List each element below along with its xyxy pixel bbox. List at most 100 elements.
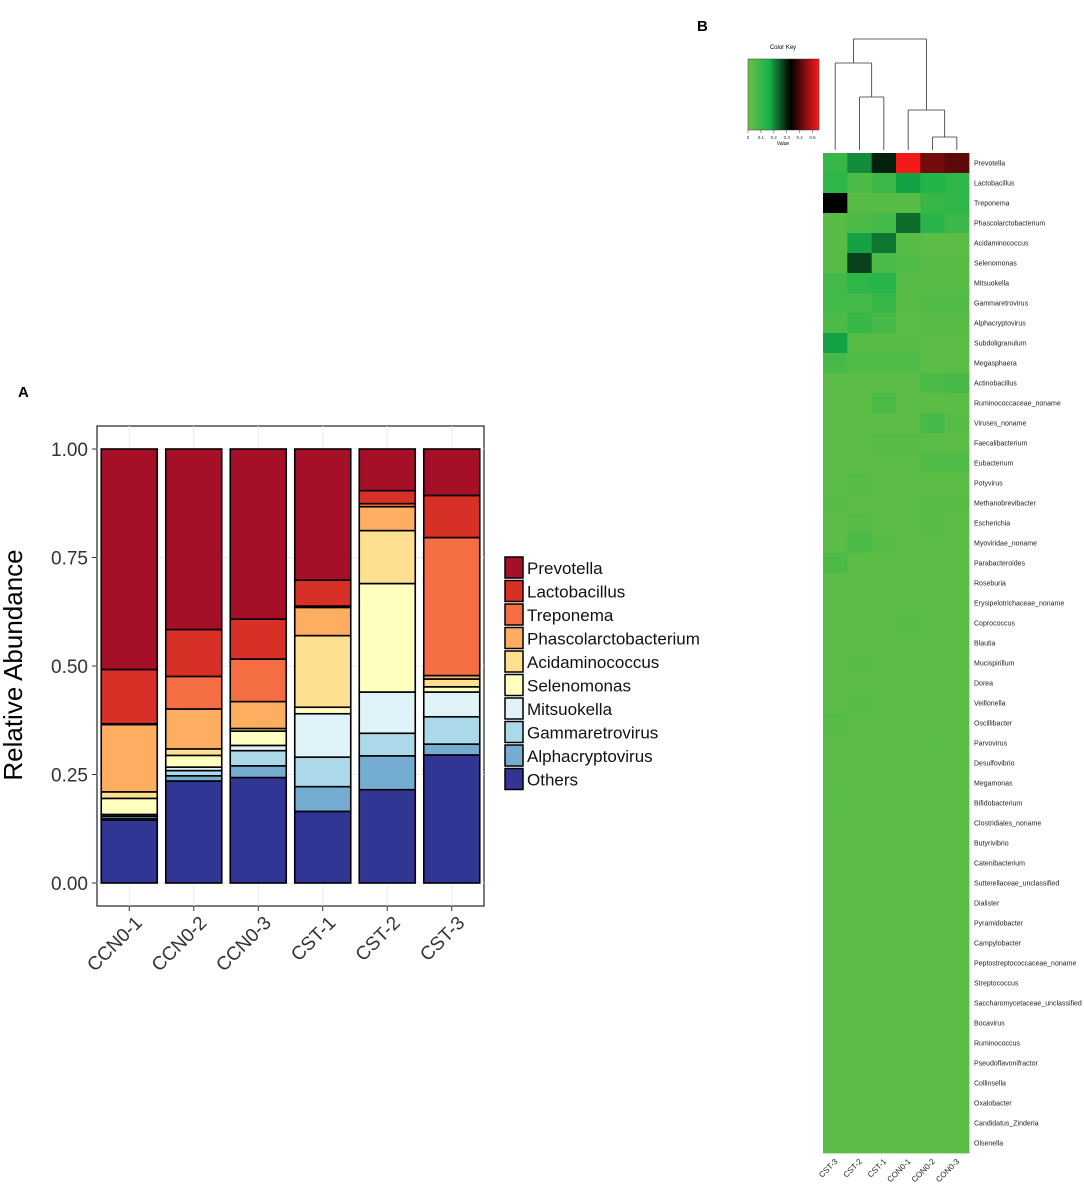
heatmap-cell	[847, 853, 873, 874]
heatmap-cell	[944, 853, 970, 874]
legend-key-mitsuokella	[504, 697, 524, 720]
heatmap-cell	[896, 733, 921, 754]
heatmap-cell	[847, 513, 873, 534]
heatmap-cell	[871, 733, 897, 754]
heatmap-cell	[944, 333, 970, 354]
bar-segment-lactobacillus	[100, 668, 159, 725]
heatmap-cell	[823, 473, 848, 494]
heatmap-cell	[847, 1073, 873, 1094]
heatmap-cell	[871, 273, 897, 294]
heatmap-cell	[823, 213, 848, 234]
heatmap-cell	[944, 893, 970, 914]
y-tick-label: 0.00	[51, 874, 88, 895]
y-tick-label: 0.25	[51, 766, 88, 787]
heatmap-cell	[944, 153, 970, 174]
heatmap-cell	[944, 273, 970, 294]
row-label: Olsenella	[974, 1141, 1003, 1148]
heatmap-cell	[871, 373, 897, 394]
row-label: Potyvirus	[974, 481, 1003, 488]
panel-b-heatmap: B Color Key 0 0.1 0.2 0.3 0.4 0.5 Value Prevo…	[697, 18, 1082, 1184]
heatmap-cell	[896, 413, 921, 434]
heatmap-cell	[944, 233, 970, 254]
heatmap-cell	[823, 433, 848, 454]
bar-segment-lactobacillus	[229, 618, 288, 660]
bar-segment-others	[100, 819, 159, 884]
legend-key-prevotella	[504, 556, 524, 579]
heatmap-cell	[871, 313, 897, 334]
row-label: Parvovirus	[974, 741, 1008, 748]
heatmap-cell	[896, 173, 921, 194]
heatmap-cell	[871, 893, 897, 914]
row-label: Desulfovibrio	[974, 761, 1015, 768]
heatmap-cell	[944, 673, 970, 694]
heatmap-cell	[823, 1093, 848, 1114]
heatmap-cell	[896, 853, 921, 874]
row-label: Myoviridae_noname	[974, 541, 1037, 548]
heatmap-cell	[847, 453, 873, 474]
heatmap-cell	[847, 713, 873, 734]
heatmap-cell	[896, 373, 921, 394]
bar-segment-gammaretrovirus	[293, 756, 352, 788]
heatmap-cell	[920, 1093, 946, 1114]
heatmap-cell	[944, 573, 970, 594]
heatmap-cell	[944, 1033, 970, 1054]
bar-segment-lactobacillus	[358, 489, 417, 505]
heatmap-cell	[823, 513, 848, 534]
heatmap-cell	[944, 653, 970, 674]
heatmap-cell	[871, 493, 897, 514]
heatmap-cell	[896, 693, 921, 714]
legend: Prevotella Lactobacillus Treponema Phascola…	[504, 556, 700, 791]
heatmap-cell	[823, 553, 848, 574]
heatmap-cell	[944, 213, 970, 234]
heatmap-cell	[896, 1113, 921, 1134]
heatmap-cell	[823, 1133, 848, 1154]
heatmap-cell	[847, 673, 873, 694]
bar-segment-prevotella	[422, 448, 481, 497]
bar-segment-acidaminococcus	[100, 791, 159, 800]
legend-label: Mitsuokella	[527, 700, 613, 719]
heatmap-cell	[847, 873, 873, 894]
heatmap-cell	[896, 153, 921, 174]
heatmap-cell	[920, 233, 946, 254]
legend-key-alphacryptovirus	[504, 744, 524, 767]
heatmap-cell	[896, 653, 921, 674]
heatmap-cell	[920, 173, 946, 194]
heatmap-cell	[944, 693, 970, 714]
bar-segment-others	[293, 810, 352, 884]
row-label: Bifidobacterium	[974, 801, 1022, 808]
heatmap-cell	[847, 1133, 873, 1154]
bar-segment-prevotella	[293, 448, 352, 581]
heatmap-cell	[896, 713, 921, 734]
heatmap-cell	[871, 873, 897, 894]
bar-segment-mitsuokella	[293, 712, 352, 758]
legend-label: Others	[527, 771, 578, 790]
heatmap-cell	[871, 1133, 897, 1154]
heatmap-cell	[847, 913, 873, 934]
heatmap-cell	[823, 453, 848, 474]
heatmap-cell	[823, 173, 848, 194]
heatmap-cell	[847, 393, 873, 414]
heatmap-cell	[871, 1073, 897, 1094]
row-label: Clostridiales_noname	[974, 821, 1041, 828]
heatmap-cell	[920, 373, 946, 394]
heatmap-cell	[944, 793, 970, 814]
row-label: Sutterellaceae_unclassified	[974, 881, 1059, 888]
heatmap-cell	[896, 893, 921, 914]
bar-segment-prevotella	[164, 448, 223, 631]
bar-segment-treponema	[229, 658, 288, 703]
heatmap-cell	[896, 633, 921, 654]
row-label: Megamonas	[974, 781, 1013, 788]
bar-segment-others	[422, 754, 481, 884]
heatmap-cell	[823, 293, 848, 314]
heatmap-cell	[944, 973, 970, 994]
bar-segment-phascolarctobacterium	[229, 700, 288, 730]
heatmap-cell	[871, 573, 897, 594]
y-axis-label: Relative Abundance	[0, 549, 28, 780]
heatmap-cell	[920, 253, 946, 274]
heatmap-cell	[896, 1013, 921, 1034]
heatmap-cell	[823, 1033, 848, 1054]
heatmap-cell	[920, 993, 946, 1014]
heatmap-cell	[944, 373, 970, 394]
legend-key-lactobacillus	[504, 579, 524, 603]
heatmap-cell	[871, 193, 897, 214]
